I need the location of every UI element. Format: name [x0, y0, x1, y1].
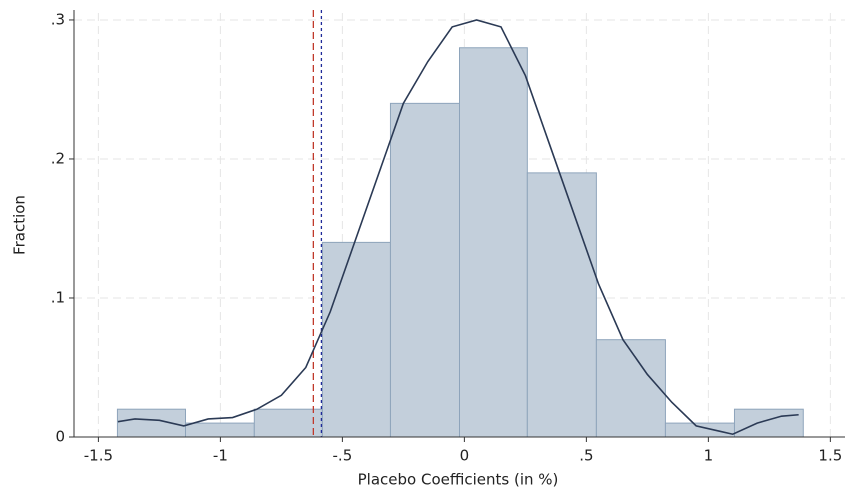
bar	[733, 408, 804, 438]
x-tick-label: 0	[460, 447, 470, 465]
bar	[526, 172, 597, 438]
bar	[459, 47, 528, 438]
y-tick-label: .2	[51, 149, 65, 167]
bar	[253, 408, 323, 438]
x-tick-label: .5	[579, 447, 593, 465]
x-tick-label: -1.5	[84, 447, 113, 465]
x-tick-label: -1	[213, 447, 228, 465]
bar	[116, 408, 187, 438]
bar	[389, 102, 460, 438]
x-tick-label: 1.5	[818, 447, 842, 465]
density-curve	[117, 19, 799, 436]
y-tick-label: .3	[51, 10, 65, 28]
bar	[595, 339, 666, 438]
x-axis-title: Placebo Coefficients (in %)	[358, 471, 559, 489]
x-tick-label: 1	[704, 447, 714, 465]
y-axis-title: Fraction	[11, 195, 29, 255]
bar	[321, 241, 391, 438]
x-tick-label: -.5	[333, 447, 353, 465]
y-tick-label: 0	[55, 428, 65, 446]
y-tick-label: .1	[51, 288, 65, 306]
bar	[664, 422, 735, 438]
bar	[185, 422, 255, 438]
